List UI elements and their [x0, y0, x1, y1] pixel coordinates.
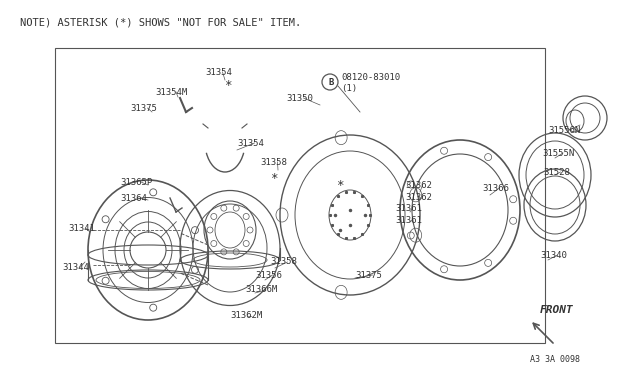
Text: 31354: 31354 [237, 138, 264, 148]
Text: 31344: 31344 [62, 263, 89, 273]
Text: (1): (1) [341, 83, 357, 93]
Text: 31366M: 31366M [245, 285, 277, 295]
Text: 31365P: 31365P [120, 177, 152, 186]
Text: A3 3A 0098: A3 3A 0098 [530, 356, 580, 365]
Text: 31361: 31361 [395, 203, 422, 212]
Text: 31340: 31340 [540, 250, 567, 260]
Text: 31362: 31362 [405, 180, 432, 189]
Text: NOTE) ASTERISK (*) SHOWS "NOT FOR SALE" ITEM.: NOTE) ASTERISK (*) SHOWS "NOT FOR SALE" … [20, 17, 301, 27]
Text: 31361: 31361 [395, 215, 422, 224]
Text: *: * [224, 78, 232, 92]
Text: *: * [336, 179, 344, 192]
Text: 08120-83010: 08120-83010 [341, 73, 400, 81]
Text: 31362M: 31362M [230, 311, 262, 321]
Text: 31555N: 31555N [542, 148, 574, 157]
Text: 31350: 31350 [286, 93, 313, 103]
Bar [55, 48, 545, 343]
Text: 31528: 31528 [543, 167, 570, 176]
Text: 31358: 31358 [270, 257, 297, 266]
Text: 31358: 31358 [260, 157, 287, 167]
Text: 31362: 31362 [405, 192, 432, 202]
Text: 31364: 31364 [120, 193, 147, 202]
Text: 31341: 31341 [68, 224, 95, 232]
Text: B: B [328, 77, 333, 87]
Text: 31356: 31356 [255, 270, 282, 279]
Text: 31375: 31375 [355, 270, 382, 279]
Text: 31375: 31375 [130, 103, 157, 112]
Text: 31354: 31354 [205, 67, 232, 77]
Text: 31366: 31366 [482, 183, 509, 192]
Text: 31354M: 31354M [155, 87, 188, 96]
Text: *: * [270, 171, 278, 185]
Text: FRONT: FRONT [540, 305, 573, 315]
Text: 31556N: 31556N [548, 125, 580, 135]
